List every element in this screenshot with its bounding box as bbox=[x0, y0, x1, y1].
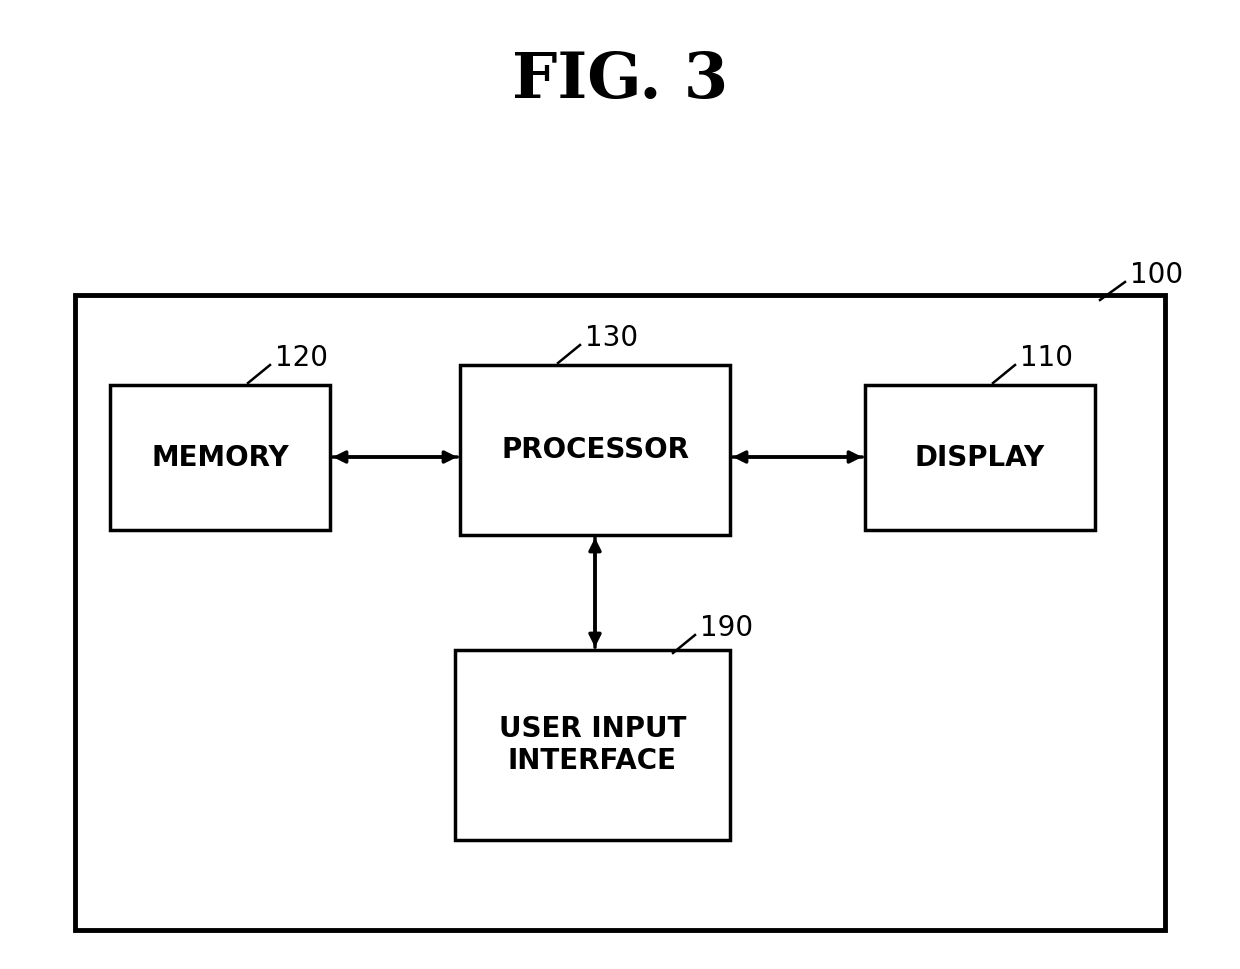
Text: FIG. 3: FIG. 3 bbox=[512, 49, 728, 110]
Bar bbox=[455, 650, 730, 840]
Bar bbox=[74, 295, 1166, 930]
Text: 100: 100 bbox=[1130, 261, 1183, 289]
Text: MEMORY: MEMORY bbox=[151, 444, 289, 472]
Bar bbox=[460, 365, 730, 535]
Text: USER INPUT
INTERFACE: USER INPUT INTERFACE bbox=[498, 715, 686, 775]
Text: DISPLAY: DISPLAY bbox=[915, 444, 1045, 472]
Text: PROCESSOR: PROCESSOR bbox=[501, 436, 689, 464]
Text: 110: 110 bbox=[1021, 344, 1073, 372]
Text: 130: 130 bbox=[585, 324, 639, 352]
Text: 120: 120 bbox=[275, 344, 329, 372]
Bar bbox=[866, 385, 1095, 530]
Text: 190: 190 bbox=[701, 614, 753, 642]
Bar bbox=[110, 385, 330, 530]
